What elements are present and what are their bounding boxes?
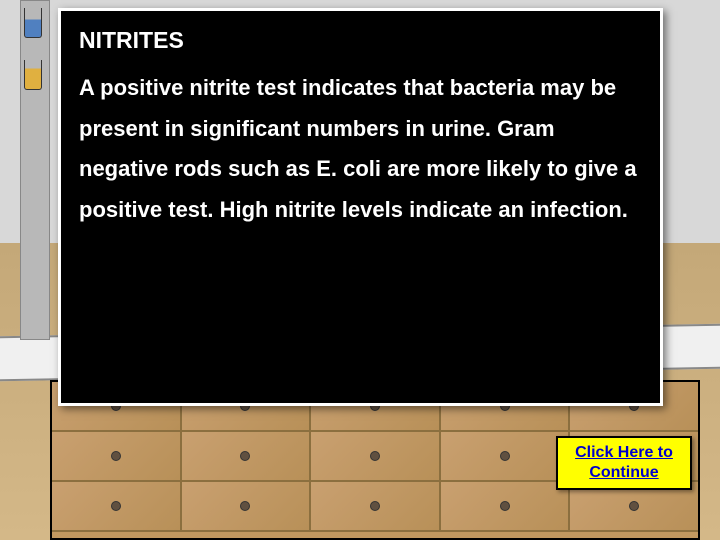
drawer-knob-icon (500, 501, 510, 511)
continue-button-label: Click Here to Continue (558, 443, 690, 483)
drawer-knob-icon (240, 451, 250, 461)
continue-button[interactable]: Click Here to Continue (556, 436, 692, 490)
shelf-side (20, 0, 50, 340)
drawer-knob-icon (629, 501, 639, 511)
drawer (311, 432, 441, 480)
panel-body: A positive nitrite test indicates that b… (79, 68, 642, 231)
drawer (52, 432, 182, 480)
drawer (182, 482, 312, 530)
drawer-knob-icon (370, 451, 380, 461)
drawer (441, 432, 571, 480)
drawer (182, 432, 312, 480)
drawer-knob-icon (370, 501, 380, 511)
drawer-knob-icon (500, 451, 510, 461)
drawer (52, 482, 182, 530)
drawer (311, 482, 441, 530)
drawer-knob-icon (111, 451, 121, 461)
drawer (441, 482, 571, 530)
drawer-knob-icon (240, 501, 250, 511)
drawer-knob-icon (111, 501, 121, 511)
panel-title: NITRITES (79, 27, 642, 54)
beaker-icon (24, 8, 42, 38)
flask-icon (24, 60, 42, 90)
info-panel: NITRITES A positive nitrite test indicat… (58, 8, 663, 406)
